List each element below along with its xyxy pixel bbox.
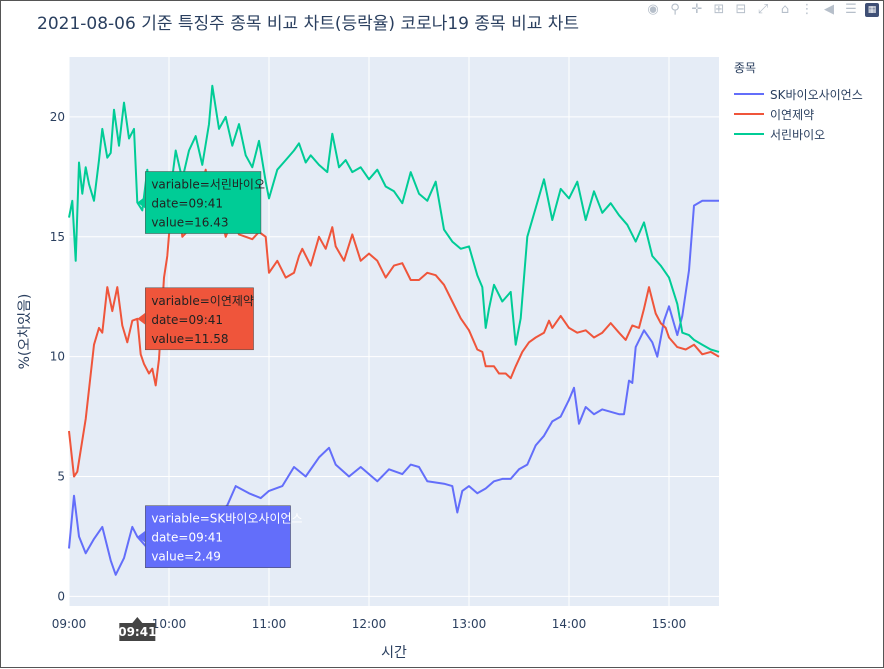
pan-icon[interactable]: ✛	[691, 2, 703, 17]
tooltip-box	[145, 505, 291, 568]
y-tick-label: 10	[50, 350, 65, 364]
tooltip-line: value=2.49	[151, 550, 221, 564]
hover-compare-icon[interactable]: ☰	[845, 2, 857, 17]
legend-swatch	[734, 113, 764, 115]
series-line-iyeon-pharm[interactable]	[68, 168, 720, 478]
legend: 종목 SK바이오사이언스 이연제약 서린바이오	[734, 59, 863, 144]
x-tick-label: 11:00	[252, 617, 287, 631]
legend-swatch	[734, 133, 764, 135]
tooltip-line: variable=서린바이오	[151, 178, 265, 192]
modebar: ◉ ⚲ ✛ ⊞ ⊟ ⤢ ⌂ ⋮ ◀ ☰ ▦	[641, 1, 883, 19]
camera-icon[interactable]: ◉	[647, 2, 659, 17]
x-tick-label: 10:00	[152, 617, 187, 631]
tooltip-line: variable=SK바이오사이언스	[151, 512, 302, 526]
x-tick-label: 14:00	[552, 617, 587, 631]
x-tick-label: 15:00	[652, 617, 687, 631]
y-tick-label: 5	[57, 470, 65, 484]
x-axis-title: 시간	[381, 645, 407, 661]
x-tick-label: 09:00	[52, 617, 87, 631]
tooltip-line: value=16.43	[151, 216, 228, 230]
x-tick-label: 13:00	[452, 617, 487, 631]
tooltip-line: date=09:41	[151, 531, 223, 545]
legend-item-sk-bioscience[interactable]: SK바이오사이언스	[734, 84, 863, 104]
legend-label: SK바이오사이언스	[770, 87, 863, 102]
y-tick-label: 15	[50, 230, 65, 244]
axes: 09:00 10:00 11:00 12:00 13:00 14:00 15:00 0 5 10 1…	[50, 110, 687, 631]
hover-closest-icon[interactable]: ◀	[824, 2, 834, 17]
y-tick-label: 0	[57, 589, 65, 603]
legend-label: 이연제약	[770, 107, 815, 122]
x-hover-label-box	[119, 623, 156, 641]
legend-swatch	[734, 93, 764, 95]
home-icon[interactable]: ⌂	[780, 2, 790, 17]
zoom-icon[interactable]: ⚲	[670, 2, 680, 17]
autoscale-icon[interactable]: ⤢	[757, 2, 769, 17]
zoom-out-icon[interactable]: ⊟	[735, 2, 747, 17]
legend-label: 서린바이오	[770, 127, 826, 142]
tooltip-pointer	[137, 530, 146, 543]
tooltip-box	[145, 287, 254, 351]
legend-item-serin-bio[interactable]: 서린바이오	[734, 124, 863, 144]
hover-layer: variable=서린바이오 date=09:41 value=16.43 varia…	[118, 171, 303, 641]
tooltip-line: variable=이연제약	[151, 293, 254, 308]
tooltip-line: value=11.58	[151, 332, 228, 346]
series-line-serin-bio[interactable]	[68, 84, 720, 353]
x-hover-label: 09:41	[118, 625, 156, 639]
legend-item-iyeon-pharm[interactable]: 이연제약	[734, 104, 863, 124]
plotly-logo-icon[interactable]: ▦	[865, 3, 879, 17]
chart-title: 2021-08-06 기준 특징주 종목 비교 차트(등락율) 코로나19 종목…	[37, 14, 580, 34]
tooltip-box	[145, 171, 262, 234]
y-tick-label: 20	[50, 110, 65, 124]
tooltip-line: date=09:41	[151, 313, 223, 327]
tooltip-pointer	[137, 312, 146, 325]
x-tick-label: 12:00	[352, 617, 387, 631]
zoom-in-icon[interactable]: ⊞	[713, 2, 725, 17]
spike-lines-icon[interactable]: ⋮	[800, 2, 814, 17]
tooltip-line: date=09:41	[151, 197, 223, 211]
legend-title: 종목	[734, 61, 757, 75]
x-hover-label-pointer	[132, 617, 143, 623]
y-axis-title: %(오차있음)	[17, 294, 33, 370]
tooltip-pointer	[137, 196, 146, 209]
